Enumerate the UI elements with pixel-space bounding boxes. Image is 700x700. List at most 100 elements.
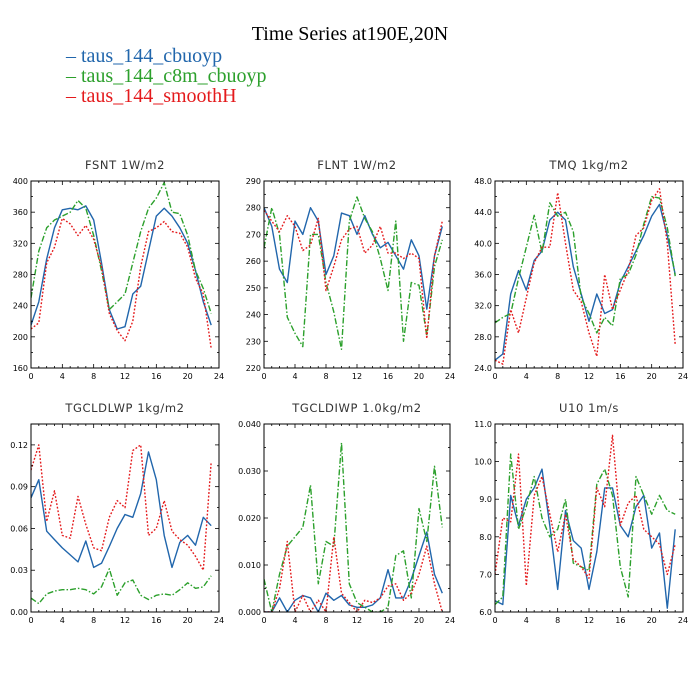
x-tick-label: 20 bbox=[183, 372, 193, 381]
y-tick-label: 280 bbox=[13, 271, 28, 280]
x-tick-label: 24 bbox=[445, 616, 455, 625]
y-tick-label: 0.12 bbox=[10, 441, 28, 450]
y-tick-label: 160 bbox=[13, 364, 28, 373]
y-tick-label: 10.0 bbox=[474, 458, 492, 467]
series-line-taus-144-cbuoyp bbox=[31, 451, 212, 569]
y-tick-label: 240 bbox=[13, 302, 28, 311]
series-line-taus-144-c8m-cbuoyp bbox=[31, 181, 212, 314]
legend-item-taus-144-cbuoyp: – taus_144_cbuoyp bbox=[65, 45, 222, 67]
x-tick-label: 20 bbox=[414, 372, 424, 381]
y-tick-label: 8.0 bbox=[479, 533, 492, 542]
panel-title: TGCLDIWP 1.0kg/m2 bbox=[291, 401, 421, 415]
y-tick-label: 48.0 bbox=[474, 177, 492, 186]
plot-frame bbox=[494, 180, 684, 369]
y-tick-label: 0.00 bbox=[10, 608, 28, 617]
x-tick-label: 12 bbox=[584, 616, 594, 625]
y-tick-label: 240 bbox=[246, 311, 261, 320]
y-tick-label: 28.0 bbox=[474, 333, 492, 342]
series-line-taus-144-smoothh bbox=[495, 188, 676, 365]
series-line-taus-144-smoothh bbox=[264, 209, 443, 340]
y-tick-label: 0.040 bbox=[238, 420, 261, 429]
y-tick-label: 200 bbox=[13, 333, 28, 342]
x-tick-label: 24 bbox=[214, 616, 224, 625]
legend-item-taus-144-c8m-cbuoyp: – taus_144_c8m_cbuoyp bbox=[65, 65, 267, 87]
x-tick-label: 24 bbox=[445, 372, 455, 381]
panel-tmq-1kg-m2: TMQ 1kg/m2 0 4 8 12 16 20 24 24.0 28.0 32.0 36.0 40.… bbox=[474, 158, 688, 381]
series-line-taus-144-cbuoyp bbox=[31, 205, 212, 330]
y-tick-label: 44.0 bbox=[474, 208, 492, 217]
series-line-taus-144-cbuoyp bbox=[264, 206, 443, 310]
x-tick-label: 4 bbox=[292, 372, 297, 381]
panels: FSNT 1W/m20 4 8 12 16 20 241602002402803203604… bbox=[10, 158, 688, 625]
panel-title: FSNT 1W/m2 bbox=[85, 158, 165, 172]
y-tick-label: 0.010 bbox=[238, 561, 261, 570]
x-tick-label: 0 bbox=[28, 616, 33, 625]
y-tick-label: 360 bbox=[13, 208, 28, 217]
series-line-taus-144-c8m-cbuoyp bbox=[495, 195, 676, 334]
y-tick-label: 250 bbox=[246, 284, 261, 293]
x-tick-label: 12 bbox=[120, 372, 130, 381]
series-line-taus-144-c8m-cbuoyp bbox=[264, 442, 443, 612]
x-tick-label: 0 bbox=[261, 616, 266, 625]
x-tick-label: 0 bbox=[28, 372, 33, 381]
x-tick-label: 4 bbox=[524, 372, 529, 381]
figure-title: Time Series at190E,20N bbox=[252, 23, 448, 45]
panel-flnt-1w-m2: FLNT 1W/m2 0 4 8 12 16 20 24 220 230 240 250 260 270 2… bbox=[246, 158, 455, 381]
y-tick-label: 0.000 bbox=[238, 608, 261, 617]
x-tick-label: 8 bbox=[555, 616, 560, 625]
panel-title: U10 1m/s bbox=[559, 401, 619, 415]
x-tick-label: 4 bbox=[524, 616, 529, 625]
x-tick-label: 16 bbox=[151, 372, 161, 381]
panel-title: TMQ 1kg/m2 bbox=[548, 158, 628, 172]
x-tick-label: 16 bbox=[383, 372, 393, 381]
y-tick-label: 0.020 bbox=[238, 514, 261, 523]
series-line-taus-144-cbuoyp bbox=[495, 203, 676, 361]
plot-frame bbox=[494, 423, 684, 613]
legend-item-taus-144-smoothh: – taus_144_smoothH bbox=[65, 85, 237, 107]
x-tick-label: 8 bbox=[323, 616, 328, 625]
x-tick-label: 16 bbox=[151, 616, 161, 625]
x-tick-label: 4 bbox=[60, 616, 65, 625]
y-tick-label: 230 bbox=[246, 337, 261, 346]
x-tick-label: 12 bbox=[352, 616, 362, 625]
x-tick-label: 20 bbox=[414, 616, 424, 625]
y-tick-label: 32.0 bbox=[474, 302, 492, 311]
x-tick-label: 8 bbox=[91, 616, 96, 625]
series-line-taus-144-c8m-cbuoyp bbox=[495, 453, 676, 606]
series-line-taus-144-smoothh bbox=[495, 434, 676, 587]
panel-title: FLNT 1W/m2 bbox=[317, 158, 396, 172]
legend-label: – taus_144_smoothH bbox=[65, 85, 237, 107]
y-tick-label: 270 bbox=[246, 230, 261, 239]
x-tick-label: 0 bbox=[261, 372, 266, 381]
x-tick-label: 0 bbox=[492, 616, 497, 625]
series-line-taus-144-smoothh bbox=[264, 536, 443, 612]
x-tick-label: 12 bbox=[352, 372, 362, 381]
panel-u10-1m-s: U10 1m/s 0 4 8 12 16 20 24 6.0 7.0 8.0 9.0 10.0 11.0 bbox=[474, 401, 688, 625]
y-tick-label: 9.0 bbox=[479, 495, 492, 504]
y-tick-label: 24.0 bbox=[474, 364, 492, 373]
y-tick-label: 6.0 bbox=[479, 608, 492, 617]
panel-tgcldiwp-1-0kg-m2: TGCLDIWP 1.0kg/m2 0 4 8 12 16 20 24 0.000 0.010 0.… bbox=[238, 401, 455, 625]
y-tick-label: 220 bbox=[246, 364, 261, 373]
y-tick-label: 7.0 bbox=[479, 570, 492, 579]
x-tick-label: 20 bbox=[647, 372, 657, 381]
y-tick-label: 290 bbox=[246, 177, 261, 186]
x-tick-label: 8 bbox=[91, 372, 96, 381]
x-tick-label: 20 bbox=[647, 616, 657, 625]
x-tick-label: 20 bbox=[183, 616, 193, 625]
y-tick-label: 320 bbox=[13, 239, 28, 248]
x-tick-label: 16 bbox=[615, 616, 625, 625]
series-line-taus-144-c8m-cbuoyp bbox=[31, 568, 212, 605]
panel-tgcldlwp-1kg-m2: TGCLDLWP 1kg/m2 0 4 8 12 16 20 24 0.00 0.03 0.06 0.… bbox=[10, 401, 224, 625]
x-tick-label: 4 bbox=[292, 616, 297, 625]
x-tick-label: 24 bbox=[678, 372, 688, 381]
y-tick-label: 40.0 bbox=[474, 239, 492, 248]
x-tick-label: 24 bbox=[678, 616, 688, 625]
legend: – taus_144_cbuoyp– taus_144_c8m_cbuoyp– … bbox=[65, 45, 267, 107]
x-tick-label: 4 bbox=[60, 372, 65, 381]
legend-label: – taus_144_cbuoyp bbox=[65, 45, 222, 67]
y-tick-label: 0.09 bbox=[10, 483, 28, 492]
series-line-taus-144-smoothh bbox=[31, 217, 212, 349]
x-tick-label: 16 bbox=[383, 616, 393, 625]
